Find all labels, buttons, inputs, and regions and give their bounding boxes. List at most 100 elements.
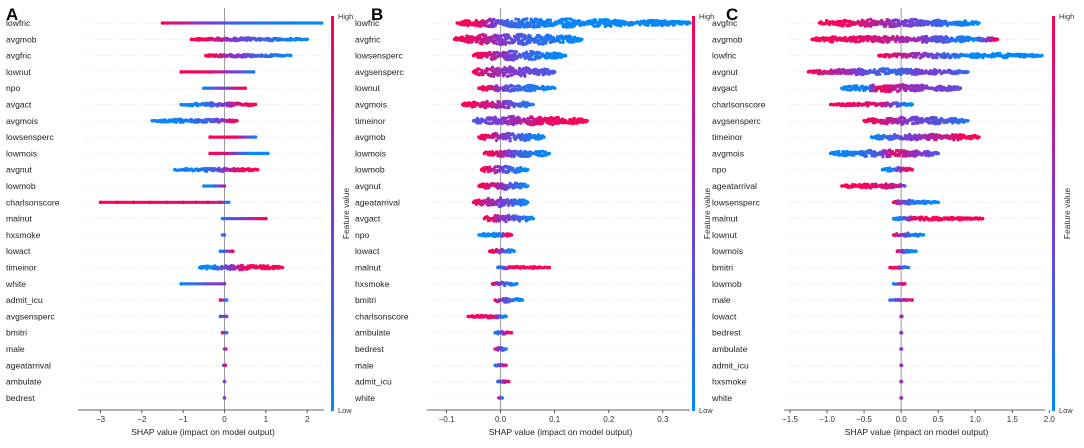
shap-point	[305, 38, 309, 42]
shap-point	[506, 19, 509, 22]
feature-label-lowmois: lowmois	[6, 148, 37, 158]
colorbar-low-label: Low	[338, 406, 352, 415]
x-tick-label: −2	[137, 415, 147, 424]
shap-point	[223, 184, 227, 188]
shap-point	[512, 249, 516, 253]
feature-label-male: male	[355, 360, 374, 370]
shap-point	[869, 25, 872, 28]
x-tick-label: 0.2	[603, 415, 615, 424]
feature-points-timeinor	[198, 264, 284, 272]
x-tick-label: −3	[96, 415, 106, 424]
feature-points-male	[223, 347, 228, 351]
shap-point	[523, 75, 526, 78]
feature-points-malnut	[496, 265, 551, 271]
feature-label-white: white	[711, 393, 732, 403]
feature-points-avgmob	[190, 36, 309, 42]
feature-points-bedrest	[493, 346, 507, 352]
feature-points-hxsmoke	[491, 281, 519, 288]
feature-points-avgmois	[150, 118, 238, 125]
shap-point	[503, 106, 506, 109]
shap-point	[225, 331, 229, 335]
feature-points-malnut	[221, 217, 268, 221]
feature-label-ambulate: ambulate	[6, 377, 42, 387]
feature-label-avgsensperc: avgsensperc	[355, 67, 404, 77]
shap-point	[593, 25, 596, 28]
feature-points-bmitri	[221, 331, 229, 335]
x-tick-label: 1	[264, 415, 269, 424]
feature-label-malnut: malnut	[355, 263, 381, 273]
shap-point	[235, 119, 239, 123]
shap-point	[510, 233, 514, 237]
shap-point	[492, 168, 495, 171]
shap-point	[585, 119, 589, 123]
shap-point	[520, 35, 523, 38]
shap-point	[866, 39, 869, 42]
shap-point	[531, 58, 534, 61]
feature-label-lowfric: lowfric	[355, 18, 380, 28]
shap-point	[947, 53, 950, 56]
feature-label-lowsensperc: lowsensperc	[6, 132, 54, 142]
feature-label-charlsonscore: charlsonscore	[6, 197, 60, 207]
feature-label-avgmob: avgmob	[6, 34, 37, 44]
feature-label-timeinor: timeinor	[355, 116, 386, 126]
colorbar-low-label: Low	[699, 406, 713, 415]
feature-label-lowact: lowact	[355, 246, 380, 256]
shap-point	[228, 268, 231, 271]
feature-label-npo: npo	[6, 83, 21, 93]
feature-label-lowmob: lowmob	[712, 279, 742, 289]
feature-points-avgnut	[807, 67, 970, 76]
shap-point	[553, 70, 557, 74]
shap-point	[504, 315, 508, 319]
feature-label-lowact: lowact	[712, 311, 737, 321]
panel-a: Alowfricavgmobavgfriclownutnpoavgactavgm…	[5, 5, 353, 437]
colorbar-title: Feature value	[341, 188, 351, 240]
feature-points-lownut	[477, 84, 556, 93]
feature-points-lowact	[488, 248, 516, 255]
shap-point	[266, 152, 270, 156]
shap-point	[996, 38, 1000, 42]
shap-point	[540, 36, 543, 39]
feature-points-lowmob	[480, 165, 529, 175]
shap-point	[882, 41, 885, 44]
feature-label-bedrest: bedrest	[6, 393, 35, 403]
feature-label-hxsmoke: hxsmoke	[6, 230, 41, 240]
feature-points-avgact	[483, 214, 535, 224]
shap-point	[917, 52, 920, 55]
feature-label-white: white	[5, 279, 26, 289]
feature-label-ageatarrival: ageatarrival	[712, 181, 757, 191]
feature-label-npo: npo	[355, 230, 370, 240]
shap-point	[495, 42, 498, 45]
shap-point	[564, 54, 568, 58]
shap-point	[543, 25, 546, 28]
feature-label-ageatarrival: ageatarrival	[6, 360, 51, 370]
shap-point	[846, 20, 849, 23]
feature-points-avgfric	[453, 33, 584, 47]
feature-label-hxsmoke: hxsmoke	[712, 377, 747, 387]
feature-label-malnut: malnut	[6, 214, 32, 224]
feature-label-avgmob: avgmob	[712, 34, 743, 44]
shap-point	[475, 19, 478, 22]
shap-point	[500, 122, 503, 125]
feature-label-timeinor: timeinor	[6, 263, 37, 273]
colorbar-title: Feature value	[702, 188, 712, 240]
shap-point	[524, 57, 527, 60]
shap-point	[231, 249, 235, 253]
shap-point	[506, 198, 509, 201]
shap-point	[281, 266, 285, 270]
feature-label-avgnut: avgnut	[712, 67, 738, 77]
feature-label-white: white	[354, 393, 375, 403]
shap-point	[492, 232, 495, 235]
shap-point	[500, 34, 503, 37]
colorbar	[331, 16, 334, 411]
feature-points-bedrest	[223, 396, 227, 400]
feature-points-ambulate	[493, 330, 513, 336]
feature-label-admit-icu: admit_icu	[712, 360, 749, 370]
shap-point	[522, 100, 525, 103]
shap-point	[535, 18, 538, 21]
shap-point	[256, 168, 260, 172]
feature-points-lowmob	[202, 184, 226, 188]
shap-point	[651, 24, 654, 27]
feature-points-avgmois	[461, 100, 535, 110]
feature-label-charlsonscore: charlsonscore	[712, 100, 766, 110]
